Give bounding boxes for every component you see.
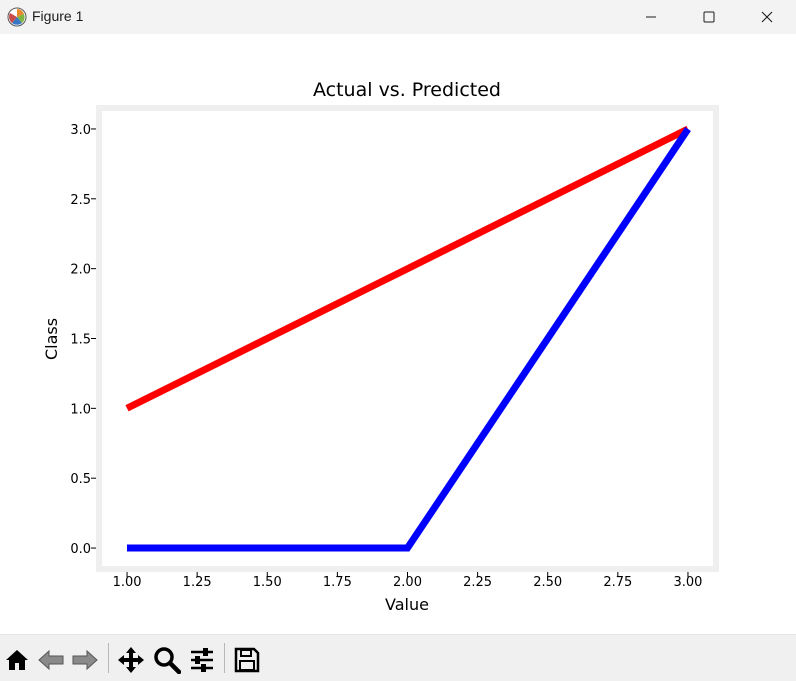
x-tick-label: 2.50 [533,575,562,590]
series-line-1 [127,127,691,552]
y-axis-label: Class [42,318,61,360]
window-title: Figure 1 [32,8,84,24]
zoom-button[interactable] [152,645,182,675]
navigation-toolbar [0,634,796,681]
ticks-layer: 1.00 1.25 1.50 1.75 2.00 2.25 2.50 2.75 3.00 0.0 0… [70,123,702,590]
y-tick-label: 0.5 [70,472,91,487]
chart-title: Actual vs. Predicted [313,79,501,101]
window-titlebar: Figure 1 [0,0,796,34]
close-button[interactable] [738,0,796,34]
home-button[interactable] [2,645,32,675]
home-icon [6,650,28,670]
x-tick-label: 2.25 [463,575,492,590]
maximize-icon [703,11,715,23]
forward-icon [72,649,98,671]
back-button[interactable] [36,645,66,675]
y-tick-label: 3.0 [70,123,91,138]
y-tick-label: 2.0 [70,263,91,278]
save-button[interactable] [232,645,262,675]
save-icon [234,647,260,673]
axes-frame [96,105,719,572]
x-tick-label: 1.75 [323,575,352,590]
series-layer [125,125,691,552]
y-tick-label: 1.0 [70,402,91,417]
y-tick-label: 1.5 [70,333,91,348]
figure-canvas[interactable]: Actual vs. Predicted 1.00 1.25 1.50 1.75 2.0… [0,34,796,634]
y-tick-label: 0.0 [70,542,91,557]
toolbar-separator [108,643,109,673]
zoom-icon [154,647,181,674]
configure-subplots-button[interactable] [187,645,217,675]
series-line-0 [125,125,690,412]
maximize-button[interactable] [680,0,738,34]
pan-button[interactable] [116,645,146,675]
minimize-icon [646,16,656,18]
x-tick-label: 1.25 [183,575,212,590]
close-icon [761,11,773,23]
back-icon [38,649,64,671]
x-tick-label: 1.00 [113,575,142,590]
x-axis-label: Value [385,595,429,614]
matplotlib-app-icon [7,7,27,27]
configure-subplots-icon [191,648,213,672]
minimize-button[interactable] [622,0,680,34]
x-tick-label: 2.75 [603,575,632,590]
pan-icon [118,647,144,673]
x-tick-label: 3.00 [673,575,702,590]
y-tick-label: 2.5 [70,193,91,208]
x-tick-label: 2.00 [393,575,422,590]
line-chart: Actual vs. Predicted 1.00 1.25 1.50 1.75 2.0… [42,79,719,614]
toolbar-separator [224,643,225,673]
x-tick-label: 1.50 [253,575,282,590]
forward-button[interactable] [70,645,100,675]
